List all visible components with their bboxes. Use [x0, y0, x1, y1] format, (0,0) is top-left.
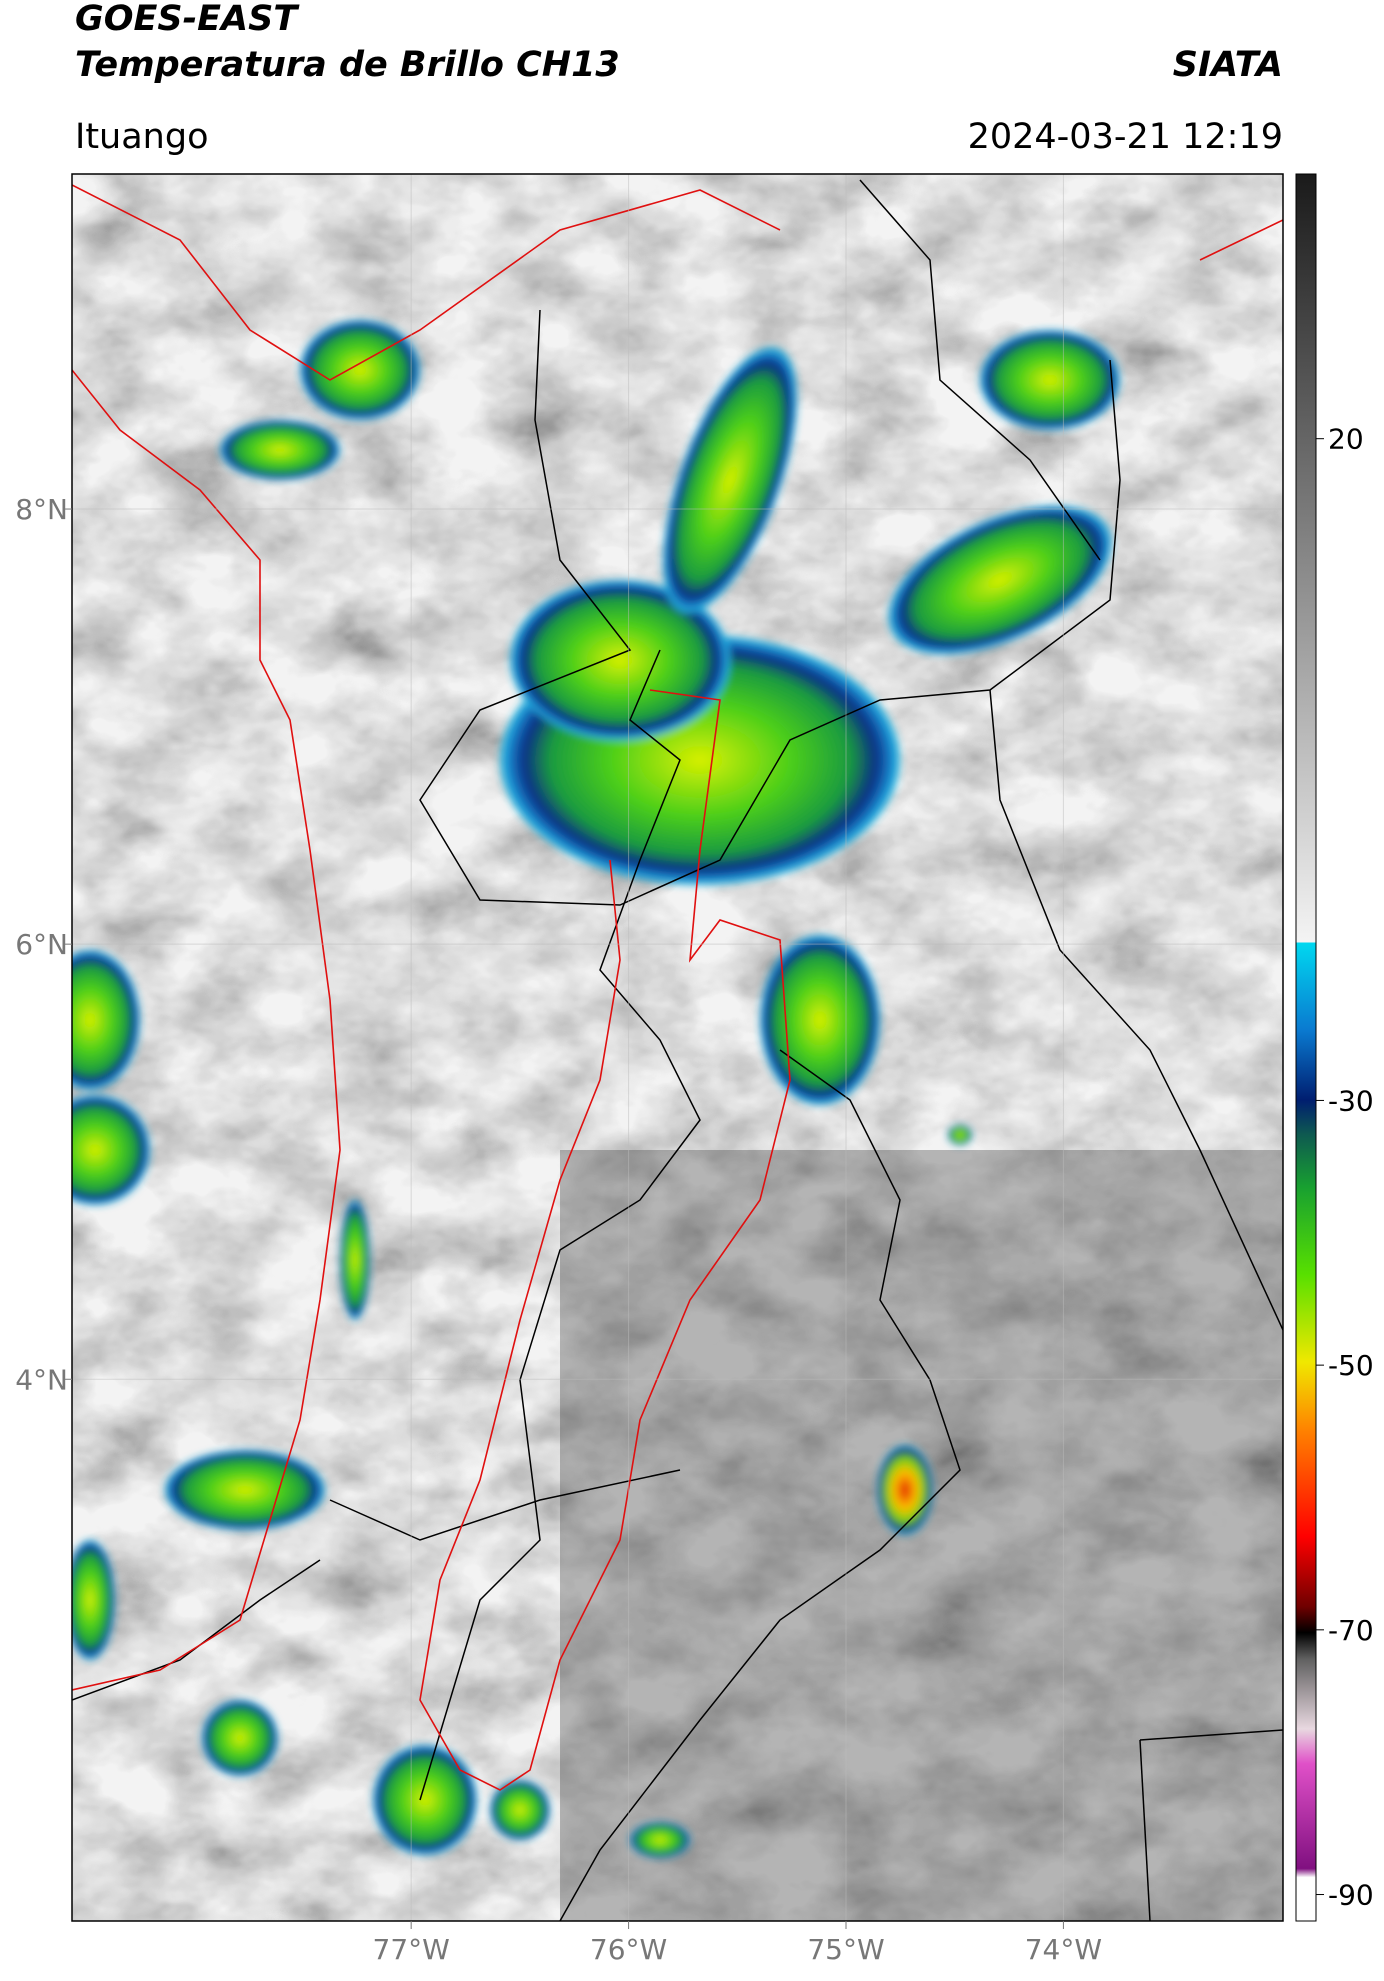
cell — [220, 420, 340, 480]
border — [72, 184, 781, 381]
colorbar-tick-label: -50 — [1328, 1349, 1374, 1382]
border — [559, 1049, 961, 1921]
y-tick-label: 8°N — [15, 493, 68, 526]
admin-borders — [72, 179, 1283, 1921]
border — [1139, 1729, 1283, 1741]
cell — [72, 1095, 150, 1205]
y-tick-label: 6°N — [15, 928, 68, 961]
cell — [340, 1200, 370, 1320]
colorbar — [1295, 173, 1317, 1922]
colorbar-tick-label: -30 — [1328, 1084, 1374, 1117]
colorbar-tick-label: -70 — [1328, 1614, 1374, 1647]
warm-region — [560, 1150, 1283, 1921]
cell — [510, 580, 730, 740]
graticule — [72, 174, 1283, 1921]
border — [419, 649, 701, 1801]
cell — [630, 1822, 690, 1858]
cell — [202, 1700, 278, 1776]
satellite: GOES-EAST — [75, 0, 300, 39]
border — [1139, 1739, 1151, 1921]
product: Temperatura de Brillo CH13 — [75, 45, 620, 85]
x-tick-label: 75°W — [807, 1933, 884, 1966]
cell — [490, 1780, 550, 1840]
cell — [948, 1125, 972, 1145]
border — [72, 369, 341, 1691]
map-frame — [71, 173, 1284, 1922]
agency: SIATA — [1173, 45, 1283, 85]
border — [859, 179, 1101, 561]
border — [1199, 219, 1283, 261]
border — [329, 1469, 681, 1541]
timestamp: 2024-03-21 12:19 — [968, 117, 1283, 157]
map — [72, 174, 1283, 1921]
y-tick-label: 4°N — [15, 1363, 68, 1396]
cell — [72, 950, 140, 1090]
cell — [888, 505, 1112, 655]
x-tick-label: 76°W — [590, 1933, 667, 1966]
colorbar-tick-label: -90 — [1328, 1879, 1374, 1912]
border — [72, 1559, 321, 1701]
cell — [760, 935, 880, 1105]
location: Ituango — [75, 117, 209, 157]
border — [419, 309, 1121, 906]
x-tick-label: 74°W — [1025, 1933, 1102, 1966]
colorbar-tick-label: 20 — [1328, 423, 1364, 456]
cell — [300, 320, 420, 420]
cell — [72, 1540, 115, 1660]
cell — [877, 1445, 933, 1535]
cell — [980, 330, 1120, 430]
x-tick-label: 77°W — [373, 1933, 450, 1966]
cell — [373, 1745, 477, 1855]
border — [989, 689, 1283, 1331]
border — [419, 689, 791, 1791]
cell — [165, 1450, 325, 1530]
red-borders — [72, 184, 1283, 1791]
cell — [662, 347, 798, 613]
